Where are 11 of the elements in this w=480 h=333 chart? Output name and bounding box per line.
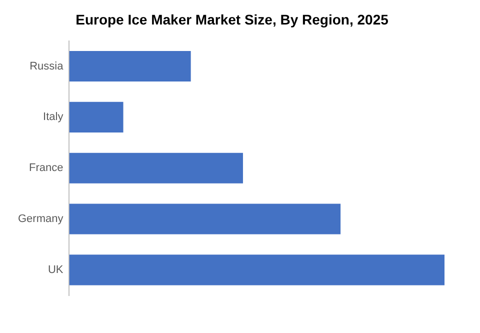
y-tick-label: Russia xyxy=(30,60,64,72)
bar xyxy=(69,152,243,184)
chart-title: Europe Ice Maker Market Size, By Region, 2025 xyxy=(76,11,389,28)
bar xyxy=(69,102,124,132)
bar xyxy=(69,50,191,82)
bar xyxy=(69,254,444,286)
y-tick-label: UK xyxy=(48,264,64,276)
y-tick-label: Germany xyxy=(18,213,64,226)
y-tick-label: Italy xyxy=(43,111,64,124)
y-tick-label: France xyxy=(28,162,64,174)
bar xyxy=(69,204,341,234)
